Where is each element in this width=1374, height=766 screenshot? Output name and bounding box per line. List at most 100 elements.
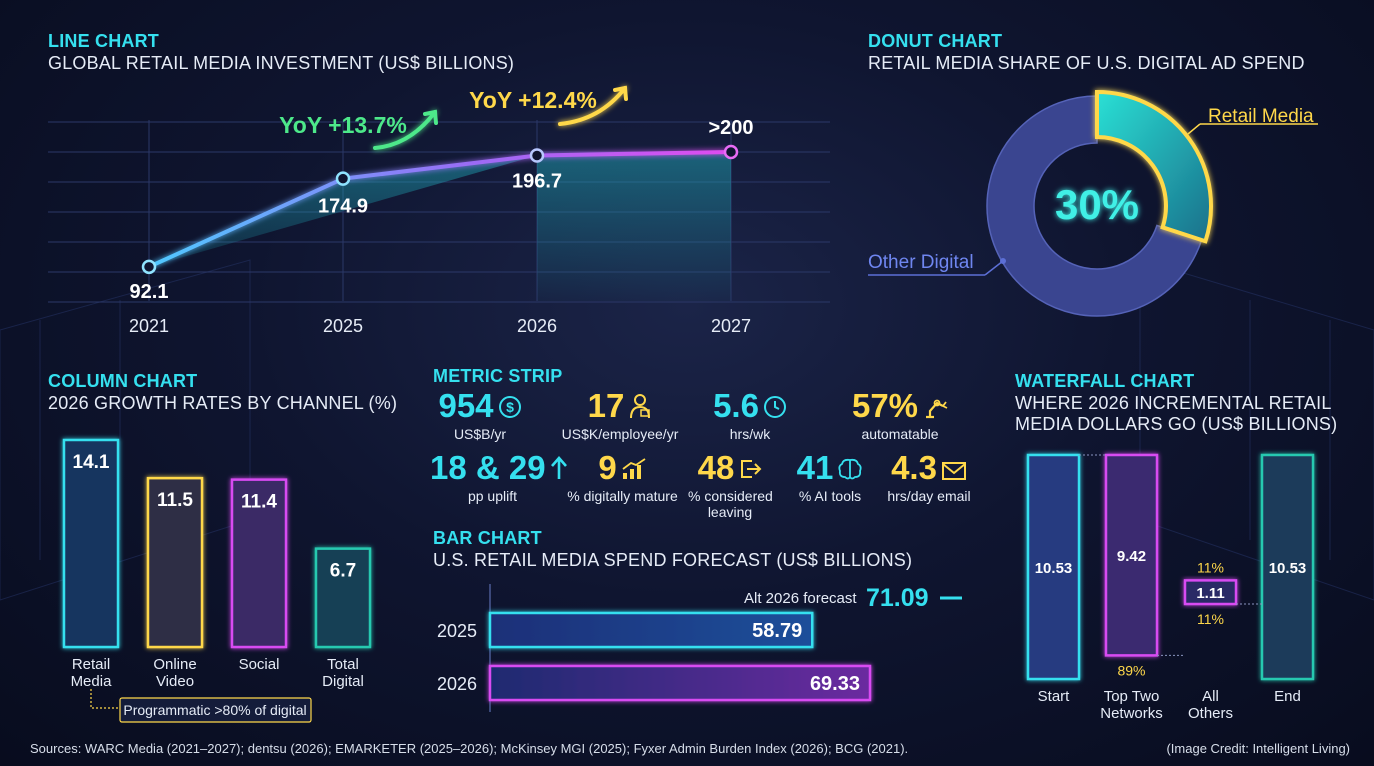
line-series: [148, 149, 732, 269]
metric-label: hrs/wk: [729, 426, 771, 443]
metric-label: US$B/yr: [453, 426, 507, 443]
waterfall-bar: [1104, 453, 1159, 657]
column-note-label: Programmatic >80% of digital: [123, 702, 306, 718]
waterfall-value-label: 10.53: [1035, 560, 1073, 577]
metric-value: 954: [438, 387, 494, 424]
metric-item: 18 & 29 pp uplift: [430, 449, 567, 505]
column-bar: [146, 476, 204, 649]
leader-line: [984, 260, 1004, 276]
donut-slice-other-digital: [986, 95, 1203, 317]
note-box: [119, 697, 312, 723]
metric-strip-kicker: METRIC STRIP: [433, 366, 563, 386]
yoy-arrowhead-icon: [613, 85, 628, 101]
metric-label: hrs/day email: [887, 488, 971, 505]
metric-item: 9 % digitally mature: [560, 449, 685, 505]
column-category-label: Social: [239, 656, 280, 673]
waterfall-pct-label: 89%: [1117, 662, 1145, 678]
donut-chart: 30% Retail Media Other Digital: [868, 89, 1318, 317]
line-chart-title: GLOBAL RETAIL MEDIA INVESTMENT (US$ BILL…: [48, 53, 515, 73]
column-bar: [62, 438, 120, 649]
metric-label: pp uplift: [467, 488, 518, 505]
waterfall-chart-kicker: WATERFALL CHART: [1015, 371, 1195, 391]
bar-chart-title: U.S. RETAIL MEDIA SPEND FORECAST (US$ BI…: [433, 550, 913, 570]
column-bar: [314, 547, 372, 649]
metric-label: % considered: [688, 488, 773, 505]
waterfall-category-label: All: [1202, 688, 1219, 705]
line-point: [529, 148, 545, 163]
waterfall-value-label: 10.53: [1269, 560, 1307, 577]
x-tick-label: 2027: [711, 316, 751, 336]
arrow-up-icon: [550, 452, 568, 488]
line-point-label: 92.1: [130, 281, 169, 303]
donut-label-retail-media: Retail Media: [1208, 106, 1314, 127]
bar-year-label: 2025: [437, 621, 477, 641]
column-bar: [230, 478, 288, 649]
waterfall-title-line-1: WHERE 2026 INCREMENTAL RETAIL: [1015, 393, 1332, 413]
metric-value: 18 & 29: [430, 449, 546, 486]
bar-rect: [488, 664, 872, 702]
bar-chart: Alt 2026 forecast 71.09 58.79 2025 69.33 2026: [437, 584, 962, 712]
donut-chart-title: RETAIL MEDIA SHARE OF U.S. DIGITAL AD SP…: [868, 53, 1305, 73]
column-category-label: Online: [153, 656, 196, 673]
metric-value: 48: [697, 449, 735, 486]
robot-arm-icon: [922, 390, 948, 426]
donut-chart-kicker: DONUT CHART: [868, 31, 1003, 51]
column-value-label: 11.4: [241, 492, 277, 513]
line-point-label: 174.9: [318, 196, 368, 218]
column-value-label: 6.7: [330, 561, 356, 582]
metric-item: 41 % AI tools: [790, 450, 870, 504]
metric-value: 4.3: [891, 449, 937, 486]
metric-value: 41: [796, 449, 834, 486]
column-category-label: Total: [327, 656, 359, 673]
column-chart-title: 2026 GROWTH RATES BY CHANNEL (%): [48, 393, 398, 413]
line-point-label: >200: [708, 117, 753, 139]
note-connector: [90, 689, 118, 709]
waterfall-category-label: Others: [1188, 705, 1233, 722]
svg-text:$: $: [506, 399, 514, 415]
leader-dot: [1000, 258, 1006, 264]
bar-year-label: 2026: [437, 674, 477, 694]
metric-label: US$K/employee/yr: [561, 426, 679, 443]
waterfall-category-label: Networks: [1100, 705, 1163, 722]
metric-item: 57% automatable: [835, 388, 965, 442]
metric-item: 48 % considered leaving: [688, 449, 773, 521]
line-point: [723, 144, 739, 160]
metric-label: % digitally mature: [567, 488, 678, 505]
metric-label: % AI tools: [798, 488, 862, 505]
metric-value: 57%: [851, 387, 919, 424]
donut-label-other-digital: Other Digital: [868, 252, 974, 273]
waterfall-bar: [1183, 579, 1238, 606]
column-category-label: Digital: [322, 673, 364, 690]
metric-value: 9: [598, 449, 617, 486]
waterfall-pct-label: 11%: [1197, 611, 1224, 627]
column-chart-kicker: COLUMN CHART: [48, 371, 198, 391]
line-area-fill: [149, 151, 731, 301]
alt-forecast-value: 71.09: [866, 584, 929, 612]
metric-item: 954 $ US$B/yr: [430, 388, 530, 442]
yoy-label: YoY +13.7%: [279, 112, 407, 138]
column-value-label: 14.1: [73, 452, 110, 473]
waterfall-pct-label: 11%: [1197, 559, 1224, 575]
x-tick-label: 2025: [323, 316, 363, 336]
waterfall-title-line-2: MEDIA DOLLARS GO (US$ BILLIONS): [1015, 414, 1338, 434]
yoy-label: YoY +12.4%: [469, 87, 597, 113]
line-chart-kicker: LINE CHART: [48, 31, 159, 51]
line-point: [141, 259, 157, 275]
metric-label: automatable: [861, 426, 939, 443]
line-point-label: 196.7: [512, 170, 562, 192]
bar-rect: [488, 611, 814, 649]
waterfall-category-label: Start: [1038, 688, 1071, 705]
waterfall-value-label: 9.42: [1117, 548, 1146, 565]
donut-slice-retail-media: [1095, 89, 1213, 244]
x-tick-label: 2026: [517, 316, 557, 336]
x-tick-label: 2021: [129, 316, 169, 336]
bar-value-label: 69.33: [810, 673, 860, 695]
waterfall-bar: [1026, 453, 1081, 681]
column-category-label: Retail: [72, 656, 110, 673]
clock-icon: [763, 390, 787, 426]
metric-item: 17 US$K/employee/yr: [540, 388, 700, 443]
donut-center-label: 30%: [1055, 181, 1139, 228]
column-category-label: Media: [71, 673, 113, 690]
